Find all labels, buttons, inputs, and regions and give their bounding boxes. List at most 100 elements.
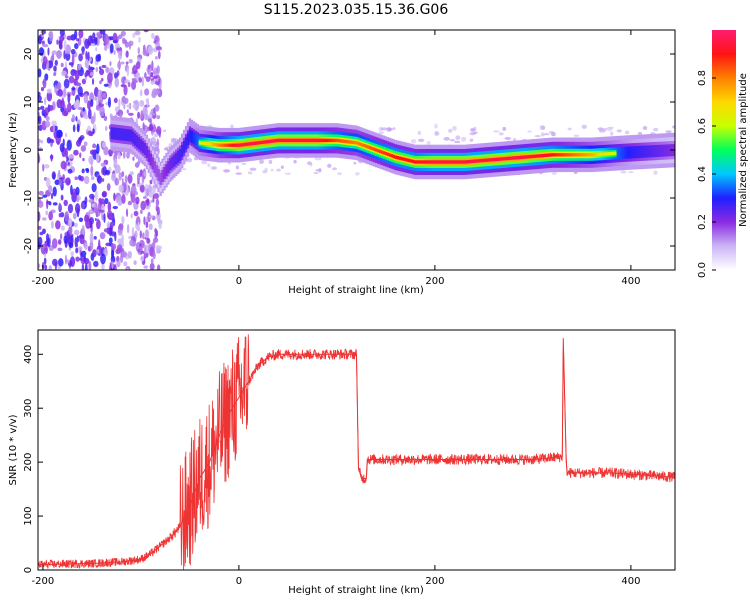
noise-speckle <box>128 235 132 240</box>
ridge-cell <box>424 160 427 164</box>
noise-speckle <box>140 200 147 211</box>
ridge-cell <box>541 153 544 158</box>
snr-ylabel: SNR (10 * v/v) <box>8 414 19 485</box>
noise-speckle <box>186 157 193 163</box>
ridge-cell <box>537 154 541 158</box>
ridge-cell <box>514 156 517 160</box>
y-tick-label: 300 <box>23 399 34 418</box>
noise-speckle <box>129 171 134 176</box>
ridge-cell <box>316 138 319 143</box>
ridge-cell <box>623 146 627 159</box>
ridge-cell <box>139 139 143 152</box>
noise-speckle <box>146 238 151 244</box>
noise-speckle <box>276 168 282 172</box>
noise-speckle <box>63 78 70 89</box>
ridge-cell <box>469 159 472 164</box>
noise-speckle <box>101 77 104 82</box>
noise-speckle <box>95 54 101 62</box>
noise-speckle <box>74 70 80 81</box>
ridge-cell <box>192 132 196 145</box>
noise-speckle <box>116 244 123 253</box>
noise-speckle <box>434 131 439 136</box>
ridge-cell <box>247 142 250 146</box>
ridge-cell <box>518 155 521 160</box>
ridge-cell <box>341 139 345 143</box>
noise-speckle <box>128 112 134 116</box>
ridge-cell <box>335 138 339 143</box>
ridge-cell <box>400 156 403 161</box>
ridge-cell <box>306 138 309 143</box>
ridge-cell <box>496 157 499 161</box>
ridge-cell <box>618 147 621 160</box>
noise-speckle <box>50 154 53 162</box>
noise-speckle <box>527 130 532 133</box>
ridge-cell <box>529 154 533 159</box>
ridge-cell <box>237 143 241 147</box>
ridge-cell <box>655 145 658 158</box>
noise-speckle <box>417 130 421 136</box>
ridge-cell <box>590 153 593 157</box>
ridge-cell <box>557 153 560 157</box>
noise-speckle <box>79 234 85 245</box>
noise-speckle <box>120 30 126 37</box>
ridge-cell <box>182 141 186 154</box>
noise-speckle <box>132 32 136 38</box>
ridge-cell <box>273 139 276 143</box>
noise-speckle <box>504 136 512 140</box>
colorbar-label: Normalized spectral amplitude <box>738 73 749 227</box>
ridge-cell <box>576 153 580 157</box>
noise-speckle <box>66 35 73 41</box>
noise-speckle <box>78 30 84 39</box>
ridge-cell <box>453 160 456 164</box>
noise-speckle <box>38 106 42 111</box>
noise-speckle <box>96 218 100 226</box>
ridge-cell <box>433 160 437 164</box>
noise-speckle <box>51 120 57 127</box>
colorbar-tick-label: 0.6 <box>697 118 708 134</box>
noise-speckle <box>38 138 42 144</box>
ridge-layer <box>198 138 617 164</box>
noise-speckle <box>50 220 54 229</box>
noise-speckle <box>241 162 247 166</box>
ridge-cell <box>606 152 609 156</box>
noise-speckle <box>142 122 145 132</box>
x-tick-label: 400 <box>621 576 640 587</box>
ridge-cell <box>124 128 127 141</box>
noise-speckle <box>38 68 42 78</box>
snr-panel: -200 0 200 400 0 100 200 300 400 Height of strai… <box>8 329 676 596</box>
ridge-cell <box>661 144 664 157</box>
ridge-cell <box>363 144 366 148</box>
ridge-cell <box>135 135 139 148</box>
noise-speckle <box>91 78 95 86</box>
noise-speckle <box>548 130 554 134</box>
noise-speckle <box>145 198 150 207</box>
noise-speckle <box>129 239 134 247</box>
noise-speckle <box>54 84 58 94</box>
noise-speckle <box>262 170 268 174</box>
ridge-cell <box>180 144 184 157</box>
noise-speckle <box>45 177 51 188</box>
noise-speckle <box>58 178 63 187</box>
noise-speckle <box>64 254 68 265</box>
x-tick-label: 400 <box>621 276 640 287</box>
ridge-cell <box>533 154 537 158</box>
noise-speckle <box>75 116 78 122</box>
ridge-cell <box>539 154 543 158</box>
noise-speckle <box>139 89 143 97</box>
noise-speckle <box>92 249 97 258</box>
ridge-cell <box>294 138 298 143</box>
noise-speckle <box>42 78 47 89</box>
noise-speckle <box>65 52 71 61</box>
ridge-cell <box>222 143 225 147</box>
noise-speckle <box>96 249 100 254</box>
noise-speckle <box>150 258 154 265</box>
noise-speckle <box>126 67 130 77</box>
noise-speckle <box>112 205 118 210</box>
noise-speckle <box>74 30 78 40</box>
noise-speckle <box>53 65 57 72</box>
noise-speckle <box>88 155 94 165</box>
noise-speckle <box>88 64 91 75</box>
noise-speckle <box>327 163 332 168</box>
noise-speckle <box>105 66 110 74</box>
noise-speckle <box>63 235 68 244</box>
